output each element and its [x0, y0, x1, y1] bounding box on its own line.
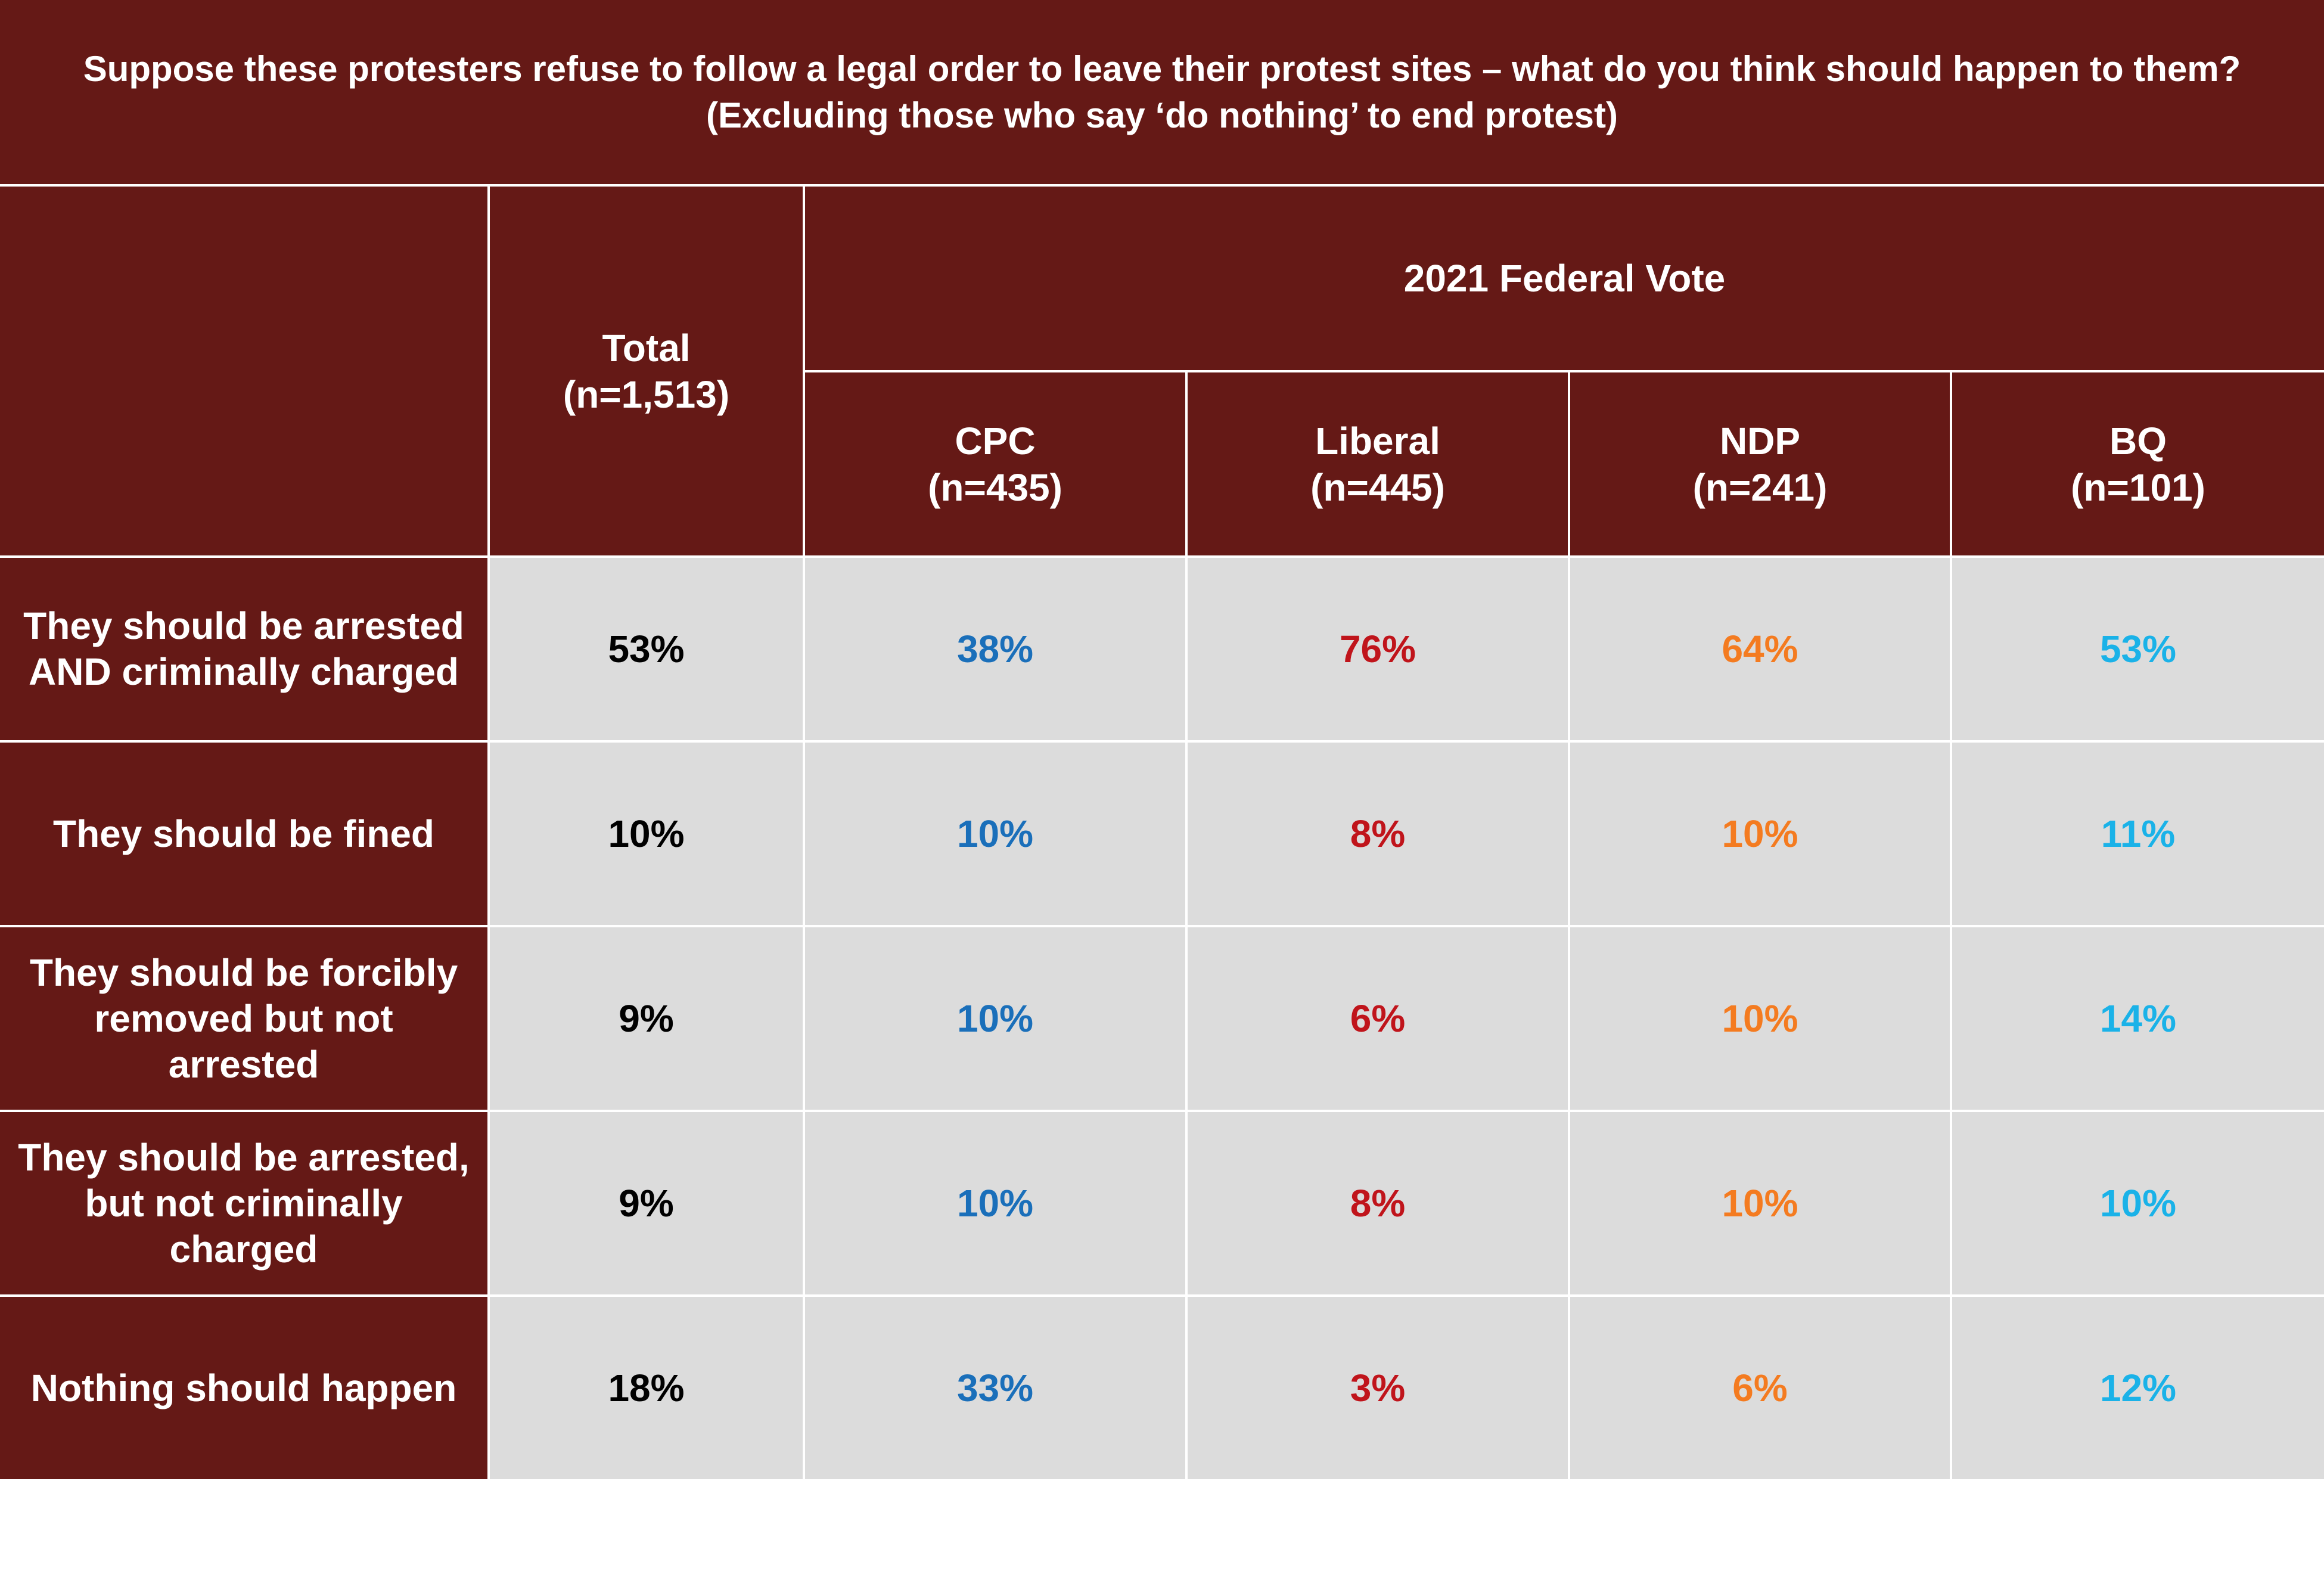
- row-label: Nothing should happen: [0, 1297, 487, 1479]
- column-header-ndp-label: NDP: [1719, 419, 1801, 462]
- corner-cell: [0, 187, 487, 555]
- value-cell-total: 18%: [490, 1297, 803, 1479]
- value-cell-total: 53%: [490, 558, 803, 740]
- column-header-total-n: (n=1,513): [563, 372, 730, 416]
- value-cell-liberal: 76%: [1188, 558, 1568, 740]
- value-cell-bq: 10%: [1952, 1112, 2324, 1294]
- value-cell-ndp: 10%: [1570, 743, 1950, 925]
- column-header-cpc-n: (n=435): [928, 465, 1062, 509]
- column-header-liberal-label: Liberal: [1315, 419, 1440, 462]
- value-cell-bq: 14%: [1952, 927, 2324, 1110]
- value-cell-ndp: 10%: [1570, 927, 1950, 1110]
- column-header-bq-n: (n=101): [2071, 465, 2205, 509]
- column-header-liberal-n: (n=445): [1310, 465, 1445, 509]
- value-cell-total: 9%: [490, 927, 803, 1110]
- value-cell-bq: 12%: [1952, 1297, 2324, 1479]
- column-header-bq: BQ (n=101): [1952, 372, 2324, 555]
- value-cell-total: 9%: [490, 1112, 803, 1294]
- value-cell-liberal: 8%: [1188, 1112, 1568, 1294]
- row-label: They should be arrested, but not crimina…: [0, 1112, 487, 1294]
- column-header-ndp: NDP (n=241): [1570, 372, 1950, 555]
- row-label: They should be arrested AND criminally c…: [0, 558, 487, 740]
- table-title: Suppose these protesters refuse to follo…: [0, 0, 2324, 184]
- value-cell-liberal: 6%: [1188, 927, 1568, 1110]
- value-cell-cpc: 33%: [805, 1297, 1185, 1479]
- value-cell-cpc: 10%: [805, 927, 1185, 1110]
- value-cell-cpc: 10%: [805, 1112, 1185, 1294]
- row-label: They should be fined: [0, 743, 487, 925]
- column-header-total: Total (n=1,513): [490, 187, 803, 555]
- column-header-cpc: CPC (n=435): [805, 372, 1185, 555]
- column-header-ndp-n: (n=241): [1692, 465, 1828, 509]
- value-cell-ndp: 64%: [1570, 558, 1950, 740]
- row-label: They should be forcibly removed but not …: [0, 927, 487, 1110]
- value-cell-ndp: 10%: [1570, 1112, 1950, 1294]
- column-header-liberal: Liberal (n=445): [1188, 372, 1568, 555]
- value-cell-ndp: 6%: [1570, 1297, 1950, 1479]
- group-header: 2021 Federal Vote: [805, 187, 2324, 370]
- value-cell-total: 10%: [490, 743, 803, 925]
- value-cell-liberal: 8%: [1188, 743, 1568, 925]
- results-table: Suppose these protesters refuse to follo…: [0, 0, 2324, 1479]
- value-cell-cpc: 38%: [805, 558, 1185, 740]
- value-cell-bq: 53%: [1952, 558, 2324, 740]
- value-cell-bq: 11%: [1952, 743, 2324, 925]
- column-header-total-label: Total: [602, 326, 691, 369]
- value-cell-liberal: 3%: [1188, 1297, 1568, 1479]
- column-header-bq-label: BQ: [2109, 419, 2167, 462]
- value-cell-cpc: 10%: [805, 743, 1185, 925]
- column-header-cpc-label: CPC: [955, 419, 1036, 462]
